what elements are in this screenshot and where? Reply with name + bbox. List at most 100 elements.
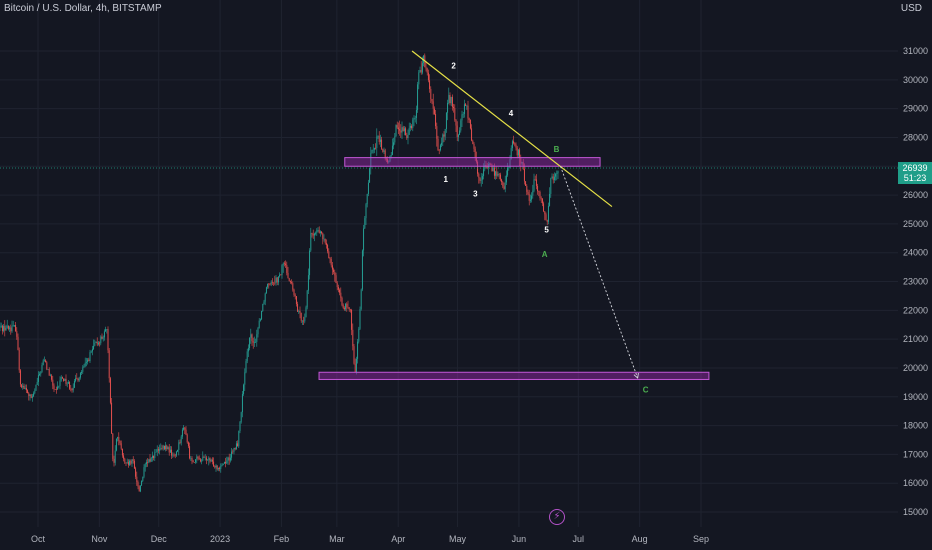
candle-body — [514, 143, 516, 145]
candle-body — [400, 130, 402, 133]
candle-body — [459, 130, 461, 135]
candle-body — [347, 307, 349, 308]
wave-label: 2 — [451, 61, 456, 70]
candle-body — [348, 307, 350, 310]
candle-body — [406, 135, 408, 138]
candle-body — [139, 485, 141, 492]
candle-body — [411, 125, 413, 129]
time-tick-label: Jul — [573, 534, 585, 544]
candle-body — [451, 96, 453, 107]
candle-body — [460, 120, 462, 131]
candle-body — [480, 179, 482, 181]
candle-body — [417, 84, 419, 110]
candle-body — [141, 480, 143, 486]
candle-body — [256, 334, 258, 342]
price-tick-label: 28000 — [903, 132, 928, 142]
candle-body — [28, 393, 30, 397]
candle-body — [412, 119, 414, 129]
candle-body — [147, 462, 149, 463]
candle-body — [197, 456, 199, 458]
candle-body — [52, 379, 54, 386]
lightning-icon[interactable]: ⚡ — [549, 509, 565, 525]
candle-body — [445, 112, 447, 130]
candle-body — [43, 360, 45, 361]
candle-body — [201, 460, 203, 462]
candle-body — [538, 191, 540, 192]
candle-body — [195, 459, 197, 463]
symbol-title[interactable]: Bitcoin / U.S. Dollar, 4h, BITSTAMP — [4, 3, 162, 14]
currency-label: USD — [900, 3, 922, 14]
candle-body — [94, 342, 96, 346]
annotations: 1 2 3 4 5 A B C — [0, 50, 898, 394]
candle-body — [144, 464, 146, 468]
resistance-trendline — [411, 50, 613, 208]
price-tick-label: 18000 — [903, 421, 928, 431]
candle-body — [519, 149, 521, 158]
candle-body — [213, 461, 215, 467]
candle-body — [286, 265, 288, 273]
candle-body — [313, 233, 315, 236]
candle-body — [163, 445, 165, 450]
candle-body — [527, 191, 529, 195]
candle-body — [114, 450, 116, 463]
candle-body — [544, 211, 546, 215]
candle-body — [124, 458, 126, 463]
candle-body — [541, 198, 543, 204]
candle-body — [186, 434, 188, 443]
candle-body — [432, 101, 434, 109]
price-tick-label: 19000 — [903, 392, 928, 402]
candle-body — [360, 289, 362, 310]
candle-body — [175, 451, 177, 456]
candle-body — [521, 162, 523, 164]
candle-body — [136, 476, 138, 483]
candle-body — [172, 454, 174, 456]
candle-body — [526, 185, 528, 192]
candle-body — [121, 448, 123, 456]
candle-body — [280, 274, 282, 276]
candle-body — [403, 128, 405, 132]
candle-body — [490, 163, 492, 165]
candle-body — [29, 394, 31, 397]
candle-body — [322, 233, 324, 239]
candle-body — [96, 341, 98, 345]
candle-body — [91, 349, 93, 352]
candle-body — [277, 276, 279, 283]
candle-body — [3, 326, 5, 331]
candle-body — [107, 329, 109, 351]
price-axis-background — [898, 0, 932, 550]
candle-body — [381, 139, 383, 149]
candle-body — [53, 385, 55, 390]
time-tick-label: Nov — [91, 534, 108, 544]
candle-body — [473, 143, 475, 149]
price-axis[interactable]: 15000 16000 17000 18000 19000 20000 21000 22000… — [898, 0, 932, 550]
candle-body — [291, 282, 293, 284]
wave-label: B — [554, 145, 560, 154]
candle-body — [297, 304, 299, 312]
candle-body — [408, 127, 410, 135]
candle-body — [341, 297, 343, 306]
candle-body — [123, 455, 125, 459]
resistance-zone — [344, 157, 601, 167]
candle-body — [405, 128, 407, 136]
candle-body — [292, 283, 294, 290]
candle-body — [169, 449, 171, 453]
candle-body — [153, 455, 155, 459]
candle-body — [85, 361, 87, 363]
candle-body — [41, 364, 43, 372]
candle-body — [307, 275, 309, 291]
candle-body — [103, 331, 105, 338]
candle-body — [108, 350, 110, 379]
candle-body — [472, 140, 474, 144]
candle-body — [376, 136, 378, 148]
candle-body — [370, 153, 372, 169]
candle-body — [84, 362, 86, 366]
candle-body — [137, 482, 139, 487]
candle-body — [493, 167, 495, 176]
candle-body — [552, 176, 554, 181]
candle-body — [21, 384, 23, 388]
candle-body — [231, 451, 233, 458]
time-axis[interactable]: Oct Nov Dec 2023 Feb Mar Apr May Jun Jul Aug Sep — [0, 527, 898, 550]
candle-body — [199, 459, 201, 462]
candle-body — [207, 459, 209, 461]
